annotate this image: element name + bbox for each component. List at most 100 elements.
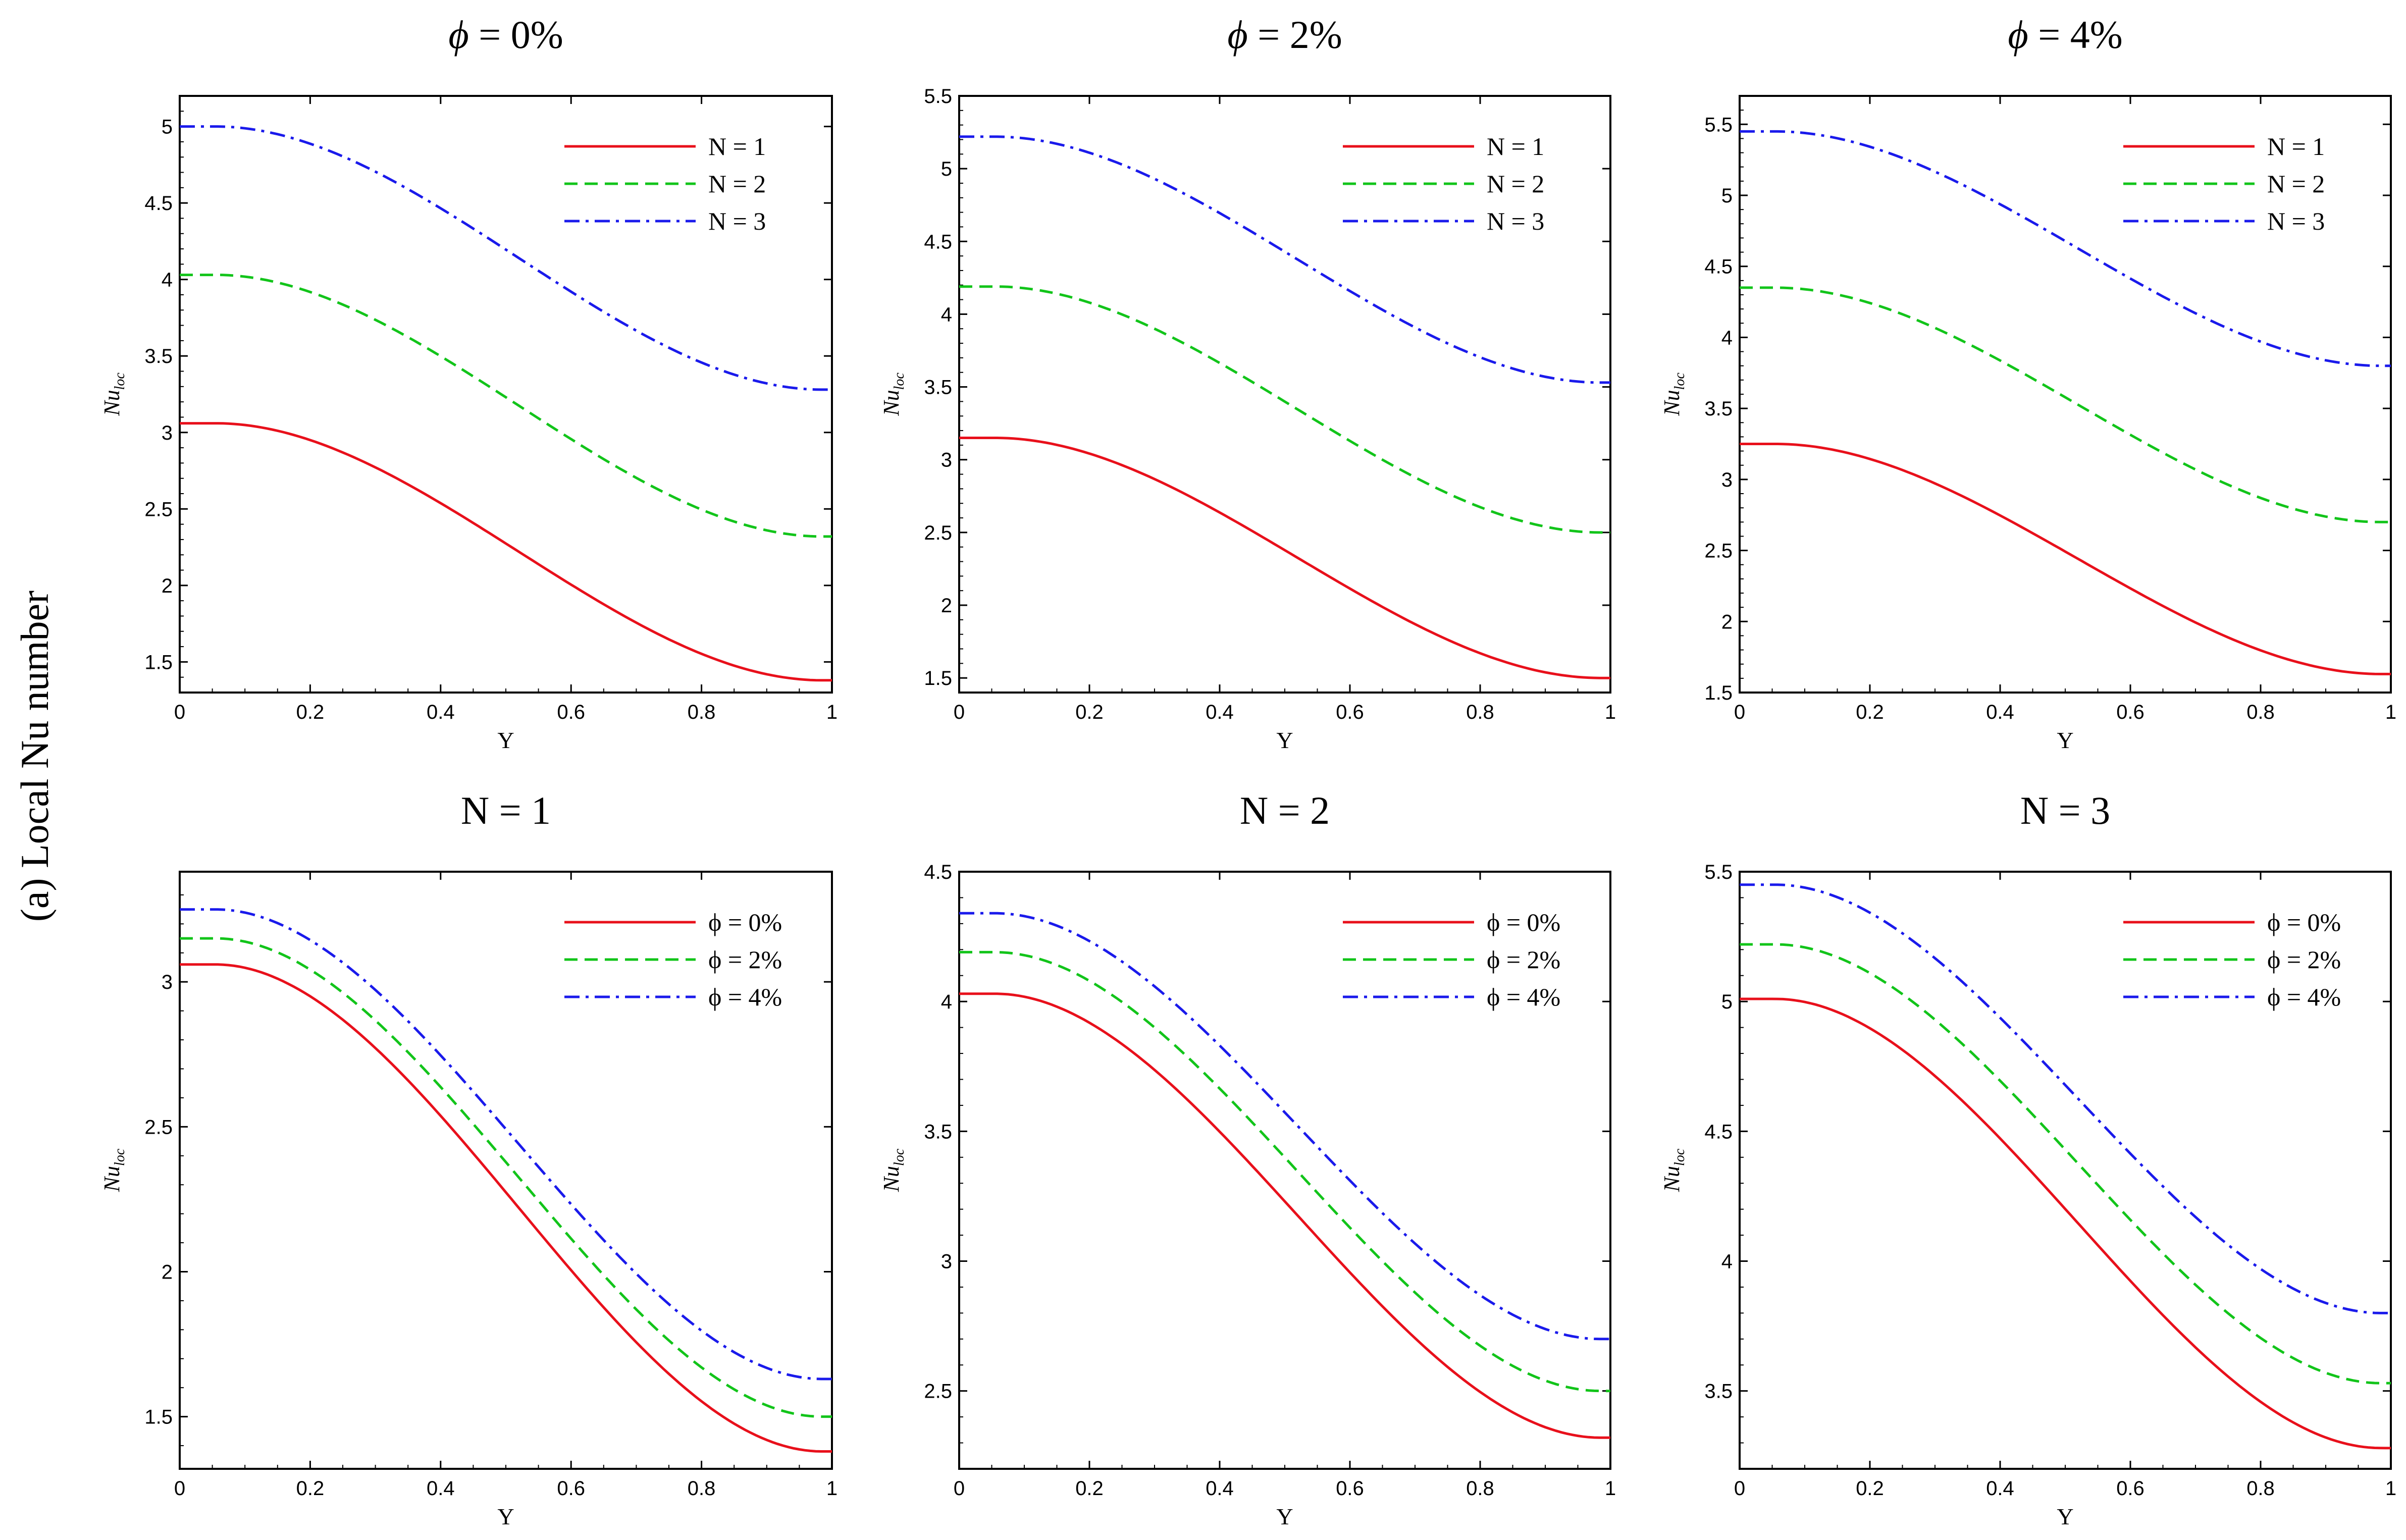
legend-label: ϕ = 2% (708, 945, 782, 974)
y-axis-label-main: Nu (99, 390, 124, 416)
panel-title: N = 2 (1240, 788, 1330, 832)
x-tick-label: 0 (174, 701, 185, 723)
side-label: (a) Local Nu number (13, 591, 57, 922)
legend-label: N = 3 (2267, 207, 2325, 235)
y-tick-label: 4 (1721, 1251, 1733, 1273)
x-tick-label: 0 (174, 1477, 185, 1500)
panel-title-text: = 4% (2028, 13, 2123, 57)
series-line-2 (180, 937, 832, 1418)
panel-title-symbol: ϕ (1227, 13, 1247, 57)
y-tick-label: 3.5 (1704, 398, 1733, 420)
y-axis-label: Nuloc (879, 1148, 907, 1192)
series-line-2 (180, 274, 832, 538)
x-tick-label: 0.4 (1206, 701, 1234, 723)
legend-label: N = 2 (708, 170, 766, 198)
legend-label: ϕ = 2% (1487, 945, 1560, 974)
y-axis-label-main: Nu (99, 1166, 124, 1192)
legend-label: N = 1 (708, 132, 766, 161)
legend-label: N = 2 (2267, 170, 2325, 198)
panel-title-symbol: ϕ (448, 13, 468, 57)
panel-title-symbol: ϕ (2008, 13, 2028, 57)
x-axis-label: Y (2057, 1504, 2073, 1529)
y-tick-label: 5 (162, 116, 173, 138)
series-line-2 (1740, 286, 2391, 523)
series-line-1 (1740, 443, 2391, 675)
legend-label: N = 1 (2267, 132, 2325, 161)
y-tick-label: 1.5 (1704, 682, 1733, 704)
y-tick-label: 3 (941, 1251, 952, 1273)
chart-panel-1: 0 0.2 0.4 0.6 0.8 1 1.5 2 2.5 3 3.5 4 4.5 5 Y Nuloc ϕ = … (99, 13, 838, 753)
series-line-3 (959, 912, 1610, 1341)
series-line-1 (180, 422, 832, 682)
x-tick-label: 0 (1734, 701, 1745, 723)
y-tick-label: 4.5 (144, 192, 173, 215)
chart-panel-5: 0 0.2 0.4 0.6 0.8 1 2.5 3 3.5 4 4.5 Y Nuloc N = 2 ϕ = … (879, 788, 1616, 1529)
y-tick-label: 2 (1721, 611, 1733, 633)
y-tick-label: 2.5 (924, 1380, 952, 1403)
series-line-1 (1740, 997, 2391, 1450)
y-axis-label: Nuloc (99, 1148, 128, 1192)
legend-label: ϕ = 4% (1487, 983, 1560, 1011)
x-axis-label: Y (497, 727, 514, 753)
x-tick-label: 0 (954, 701, 965, 723)
y-tick-label: 2 (162, 1261, 173, 1283)
y-tick-label: 4.5 (924, 861, 952, 883)
y-axis-label: Nuloc (99, 373, 128, 416)
y-axis-label-sub: loc (112, 1148, 128, 1166)
x-axis-label: Y (2057, 727, 2073, 753)
chart-panel-4: 0 0.2 0.4 0.6 0.8 1 1.5 2 2.5 3 Y Nuloc N = 1 ϕ = 0% ϕ… (99, 788, 838, 1529)
x-tick-label: 0.4 (1206, 1477, 1234, 1500)
y-tick-label: 2.5 (144, 498, 173, 520)
y-tick-label: 5 (1721, 185, 1733, 207)
legend-label: ϕ = 0% (1487, 908, 1560, 936)
series-line-1 (959, 992, 1610, 1439)
x-tick-label: 0.2 (1856, 1477, 1884, 1500)
y-tick-label: 3.5 (924, 1121, 952, 1143)
x-tick-label: 1 (2385, 701, 2396, 723)
x-tick-label: 0.6 (1336, 701, 1364, 723)
y-tick-label: 2 (162, 575, 173, 597)
legend-label: ϕ = 2% (2267, 945, 2341, 974)
y-tick-label: 4 (941, 303, 952, 326)
y-tick-label: 2 (941, 595, 952, 617)
y-axis-label-main: Nu (1659, 1166, 1684, 1192)
panel-title: N = 1 (461, 788, 551, 832)
legend-label: ϕ = 4% (708, 983, 782, 1011)
x-tick-label: 0.6 (557, 1477, 585, 1500)
y-tick-label: 1.5 (924, 667, 952, 689)
x-tick-label: 0.8 (1466, 701, 1494, 723)
panel-title: ϕ = 2% (1227, 13, 1342, 57)
x-axis-label: Y (1276, 727, 1293, 753)
series-line-1 (180, 963, 832, 1453)
y-tick-label: 4 (1721, 327, 1733, 349)
y-tick-label: 5 (941, 158, 952, 180)
legend-label: ϕ = 0% (2267, 908, 2341, 936)
y-axis-label: Nuloc (1659, 373, 1688, 416)
x-tick-label: 0.4 (427, 1477, 455, 1500)
y-axis-label: Nuloc (1659, 1148, 1688, 1192)
y-tick-label: 4 (941, 991, 952, 1013)
x-tick-label: 1 (1605, 1477, 1616, 1500)
panel-title-text: = 2% (1248, 13, 1342, 57)
legend-label: ϕ = 4% (2267, 983, 2341, 1011)
y-axis-label-sub: loc (1672, 373, 1688, 390)
x-tick-label: 0.2 (1075, 1477, 1104, 1500)
panel-title-text: = 0% (469, 13, 563, 57)
y-tick-label: 4.5 (1704, 1121, 1733, 1143)
series-line-3 (180, 125, 832, 391)
legend-label: N = 1 (1487, 132, 1544, 161)
series-line-1 (959, 437, 1610, 679)
x-tick-label: 0.8 (2246, 1477, 2275, 1500)
x-tick-label: 1 (826, 701, 838, 723)
y-tick-label: 3.5 (144, 345, 173, 367)
y-tick-label: 5.5 (1704, 861, 1733, 883)
series-line-2 (959, 950, 1610, 1393)
panel-title-text: N = 3 (2020, 788, 2110, 832)
y-axis-label-main: Nu (1659, 390, 1684, 416)
x-axis-label: Y (497, 1504, 514, 1529)
x-tick-label: 0.6 (557, 701, 585, 723)
y-axis-label-main: Nu (879, 390, 904, 416)
panel-title-text: N = 2 (1240, 788, 1330, 832)
